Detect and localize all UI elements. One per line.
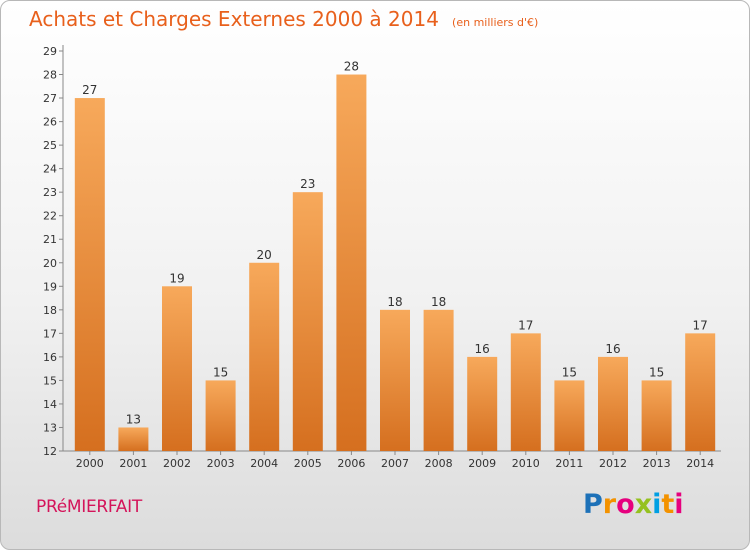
y-tick-label: 22 [43, 210, 57, 223]
y-tick-label: 12 [43, 445, 57, 458]
bar [74, 98, 105, 451]
data-label: 23 [300, 177, 315, 191]
logo-letter: x [634, 489, 653, 520]
x-tick-label: 2006 [337, 457, 365, 470]
data-label: 17 [518, 318, 533, 332]
y-tick-label: 25 [43, 139, 57, 152]
x-tick-label: 2009 [468, 457, 496, 470]
bar [292, 192, 323, 452]
y-tick-label: 19 [43, 280, 57, 293]
data-label: 13 [126, 412, 141, 426]
x-tick-label: 2001 [119, 457, 147, 470]
y-tick-label: 14 [43, 398, 57, 411]
bar [423, 309, 454, 451]
data-label: 20 [257, 248, 272, 262]
x-tick-label: 2008 [425, 457, 453, 470]
x-tick-label: 2010 [512, 457, 540, 470]
chart-title-block: Achats et Charges Externes 2000 à 2014 (… [29, 7, 538, 31]
y-tick-label: 17 [43, 327, 57, 340]
bar [467, 356, 498, 451]
chart-unit: (en milliers d'€) [452, 16, 539, 29]
logo-letter: i [652, 489, 662, 520]
data-label: 27 [82, 83, 97, 97]
logo-letter: o [616, 489, 635, 520]
bar [598, 356, 628, 451]
x-tick-label: 2004 [250, 457, 278, 470]
x-tick-label: 2002 [163, 457, 191, 470]
x-tick-label: 2007 [381, 457, 409, 470]
x-tick-label: 2003 [207, 457, 235, 470]
bar [336, 74, 367, 451]
bar [380, 309, 410, 451]
data-label: 17 [693, 318, 708, 332]
y-tick-label: 13 [43, 421, 57, 434]
y-tick-label: 27 [43, 92, 57, 105]
y-tick-label: 15 [43, 374, 57, 387]
x-tick-label: 2012 [599, 457, 627, 470]
data-label: 15 [649, 365, 664, 379]
bar [118, 427, 149, 451]
bar [641, 380, 672, 451]
x-tick-label: 2005 [294, 457, 322, 470]
bar [510, 333, 541, 451]
commune-name: PRéMIERFAIT [36, 497, 142, 517]
data-label: 18 [387, 295, 402, 309]
bar [685, 333, 716, 451]
logo-letter: i [674, 489, 684, 520]
x-tick-label: 2011 [555, 457, 583, 470]
data-label: 19 [169, 271, 184, 285]
y-tick-label: 24 [43, 163, 57, 176]
data-label: 18 [431, 295, 446, 309]
logo-letter: P [583, 489, 603, 520]
data-label: 15 [213, 365, 228, 379]
x-tick-label: 2014 [686, 457, 714, 470]
x-tick-label: 2000 [76, 457, 104, 470]
proxiti-logo[interactable]: Proxiti [583, 489, 684, 520]
y-tick-label: 20 [43, 257, 57, 270]
x-tick-label: 2013 [643, 457, 671, 470]
data-label: 16 [475, 342, 490, 356]
logo-letter: t [661, 489, 675, 520]
bar [554, 380, 585, 451]
y-tick-label: 16 [43, 351, 57, 364]
data-label: 28 [344, 60, 359, 74]
y-tick-label: 28 [43, 69, 57, 82]
y-tick-label: 26 [43, 116, 57, 129]
logo-letter: r [602, 489, 617, 520]
y-tick-label: 21 [43, 233, 57, 246]
y-tick-label: 29 [43, 45, 57, 58]
data-label: 16 [605, 342, 620, 356]
y-tick-label: 18 [43, 304, 57, 317]
bar [205, 380, 236, 451]
chart-title: Achats et Charges Externes 2000 à 2014 [29, 7, 439, 31]
y-tick-label: 23 [43, 186, 57, 199]
bar [162, 286, 192, 451]
data-label: 15 [562, 365, 577, 379]
bar [249, 262, 280, 451]
